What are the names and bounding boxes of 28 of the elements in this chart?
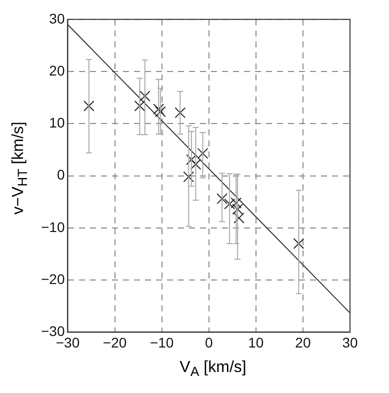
point [293, 238, 304, 250]
point [230, 197, 242, 208]
point [197, 148, 208, 159]
point [190, 158, 202, 170]
point [186, 154, 197, 166]
point [134, 100, 146, 112]
x-axis-title: V$_{A}$ [km/s] [178, 358, 248, 379]
point [224, 198, 236, 210]
y-tick-label: 30 [49, 10, 65, 26]
x-tick-label: 30 [342, 334, 358, 350]
y-tick-label: −20 [41, 270, 65, 287]
x-tick-label: −20 [102, 334, 127, 350]
point [153, 104, 164, 115]
y-tick-label: 20 [49, 62, 65, 78]
y-tick-label: −30 [41, 323, 65, 340]
x-tick-label: 0 [204, 334, 213, 350]
point [174, 107, 186, 118]
point [216, 193, 228, 204]
x-tick-label: 20 [295, 334, 311, 350]
y-tick-label: −10 [41, 218, 65, 235]
y-tick-label: 10 [49, 114, 65, 131]
point [154, 106, 166, 118]
point [83, 100, 94, 112]
point [183, 171, 194, 182]
point [139, 90, 150, 102]
y-tick-label: 0 [56, 166, 65, 183]
x-tick-label: 10 [248, 334, 264, 350]
x-tick-label: −10 [150, 334, 174, 350]
